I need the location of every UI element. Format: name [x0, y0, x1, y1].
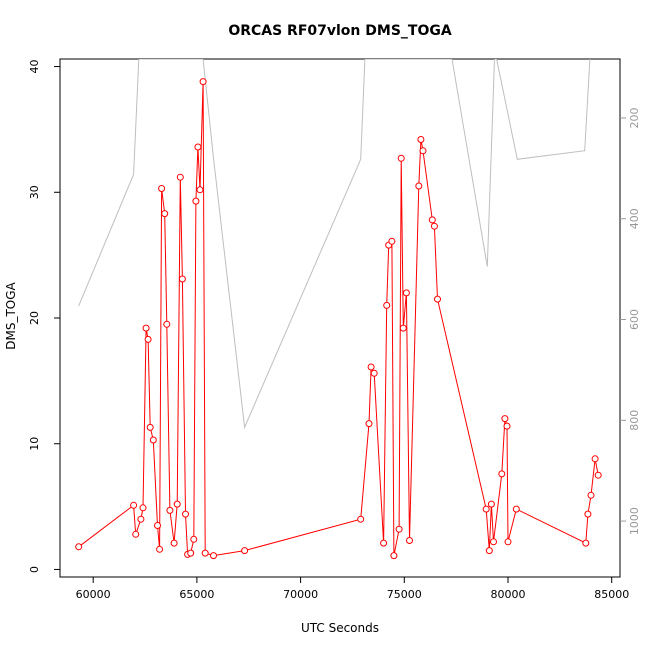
dms-data-point — [428, 216, 436, 224]
dms-data-point — [196, 186, 204, 194]
dms-data-point — [501, 415, 509, 423]
dms-data-point — [199, 78, 207, 86]
x-tick-label: 80000 — [491, 588, 526, 601]
dms-data-point — [75, 543, 83, 551]
dms-data-point — [503, 422, 511, 430]
x-tick-label: 75000 — [387, 588, 422, 601]
y-axis: 0 10 20 30 40 — [28, 60, 60, 573]
dms-data-point — [399, 324, 407, 332]
y-tick-label: 20 — [28, 311, 41, 325]
altitude-series — [78, 59, 591, 430]
altitude-tick-label: 400 — [628, 208, 641, 229]
dms-data-point — [504, 538, 512, 546]
dms-data-point — [154, 522, 161, 529]
dms-data-point — [397, 154, 405, 162]
y-tick-label: 0 — [28, 566, 41, 573]
dms-data-point — [388, 237, 396, 245]
x-tick-label: 85000 — [594, 588, 629, 601]
chart-title: ORCAS RF07vlon DMS_TOGA — [228, 23, 452, 39]
dms-data-point — [139, 504, 147, 512]
y-tick-label: 30 — [28, 185, 41, 199]
dms-data-point — [176, 173, 184, 181]
dms-data-point — [482, 505, 490, 513]
dms-series — [75, 78, 602, 560]
dms-data-point — [402, 289, 410, 297]
dms-data-point — [170, 539, 178, 547]
dms-data-point — [390, 552, 398, 560]
x-axis-label: UTC Seconds — [301, 621, 379, 635]
dms-data-point — [357, 515, 365, 523]
dms-data-point — [512, 505, 520, 513]
dms-data-point — [417, 136, 425, 143]
dms-data-point — [395, 525, 403, 533]
dms-data-point — [498, 470, 506, 478]
dms-data-point — [144, 335, 152, 343]
dms-data-point — [380, 539, 388, 547]
dms-data-point — [210, 552, 217, 560]
dms-data-point — [434, 295, 441, 303]
dms-data-point — [587, 491, 595, 499]
dms-data-point — [485, 547, 493, 555]
dms-line — [78, 81, 599, 557]
dms-data-point — [591, 455, 599, 463]
dms-data-point — [166, 506, 174, 514]
x-tick-label: 60000 — [76, 588, 111, 601]
altitude-line — [78, 59, 591, 430]
dms-data-point — [187, 549, 195, 557]
dms-data-point — [149, 436, 157, 444]
dms-data-point — [487, 500, 495, 508]
dms-data-point — [163, 320, 171, 328]
x-tick-label: 70000 — [283, 588, 318, 601]
dms-data-point — [370, 369, 378, 377]
dms-data-point — [182, 510, 189, 518]
dms-data-point — [192, 197, 200, 205]
dms-data-point — [367, 363, 375, 371]
dms-data-point — [490, 538, 497, 546]
y-tick-label: 10 — [28, 437, 41, 451]
dms-data-point — [582, 539, 590, 547]
dms-data-point — [594, 471, 602, 479]
dms-data-point — [419, 147, 427, 155]
altitude-tick-label: 800 — [628, 410, 641, 431]
y-axis-label: DMS_TOGA — [4, 281, 18, 349]
dms-data-point — [201, 549, 209, 557]
dms-data-point — [130, 501, 138, 509]
dms-data-point — [161, 210, 169, 218]
altitude-tick-label: 200 — [628, 107, 641, 128]
dms-data-point — [137, 515, 145, 523]
altitude-tick-label: 600 — [628, 309, 641, 330]
dms-data-point — [178, 275, 186, 283]
altitude-tick-label: 1000 — [628, 507, 641, 535]
dms-data-point — [194, 143, 202, 151]
dms-data-point — [365, 420, 373, 428]
dms-data-point — [190, 535, 198, 543]
dms-data-point — [383, 301, 391, 309]
dms-data-point — [584, 510, 592, 518]
dms-data-point — [132, 530, 140, 538]
dms-data-point — [173, 500, 181, 508]
dms-data-point — [406, 537, 413, 544]
altitude-axis: 200 400 600 800 1000 — [620, 107, 641, 535]
x-axis: 60000 65000 70000 75000 80000 85000 — [76, 577, 629, 601]
dms-data-point — [241, 547, 249, 555]
dms-data-point — [158, 185, 166, 192]
dms-data-point — [142, 324, 150, 332]
y-tick-label: 40 — [28, 60, 41, 74]
dms-data-point — [415, 182, 423, 190]
dms-data-point — [146, 423, 154, 431]
dms-data-point — [156, 545, 164, 553]
dms-data-point — [430, 222, 438, 230]
x-tick-label: 65000 — [179, 588, 214, 601]
